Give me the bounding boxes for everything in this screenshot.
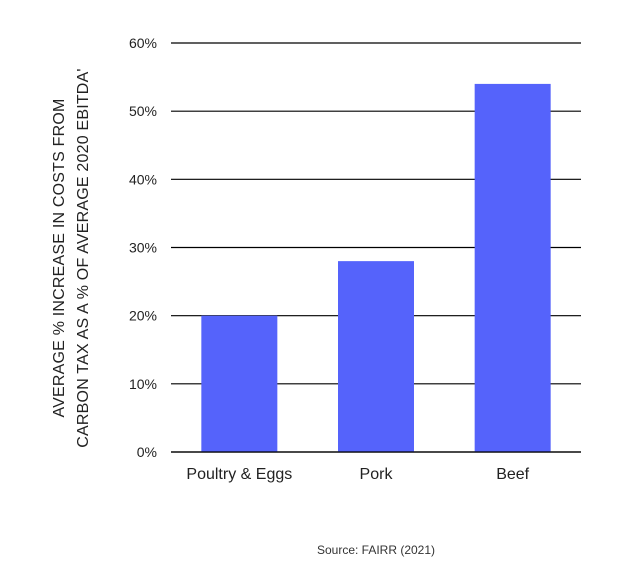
y-tick-label-20: 20% bbox=[129, 308, 157, 324]
y-axis-title: AVERAGE % INCREASE IN COSTS FROM CARBON … bbox=[51, 68, 92, 447]
y-tick-label-40: 40% bbox=[129, 171, 157, 187]
bars bbox=[171, 83, 581, 453]
category-label-poultry-eggs: Poultry & Eggs bbox=[186, 466, 292, 483]
y-tick-label-30: 30% bbox=[129, 240, 157, 256]
source-note: Source: FAIRR (2021) bbox=[317, 543, 435, 557]
y-axis-tick-labels: 0% 10% 20% 30% 40% 50% 60% bbox=[129, 35, 157, 460]
bar-poultry-eggs bbox=[201, 315, 278, 452]
y-tick-label-10: 10% bbox=[129, 376, 157, 392]
category-label-beef: Beef bbox=[496, 466, 529, 483]
bar-beef bbox=[474, 83, 551, 453]
x-axis-category-labels: Poultry & Eggs Pork Beef bbox=[186, 466, 529, 483]
y-tick-label-50: 50% bbox=[129, 103, 157, 119]
y-axis-title-line-2: CARBON TAX AS A % OF AVERAGE 2020 EBITDA… bbox=[75, 68, 92, 447]
y-axis-title-line-1: AVERAGE % INCREASE IN COSTS FROM bbox=[51, 98, 68, 417]
y-tick-label-0: 0% bbox=[137, 444, 157, 460]
bar-pork bbox=[338, 261, 414, 452]
y-tick-label-60: 60% bbox=[129, 35, 157, 51]
category-label-pork: Pork bbox=[360, 466, 394, 483]
